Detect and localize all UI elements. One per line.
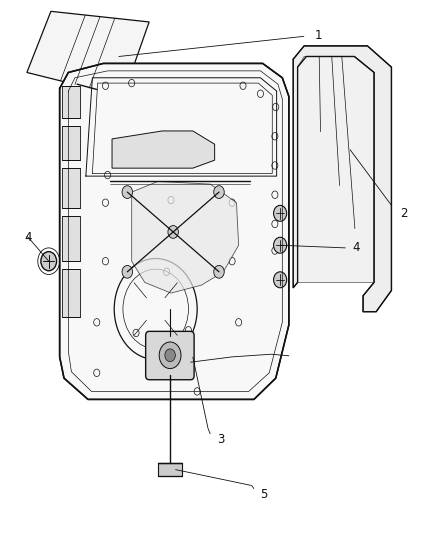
- FancyBboxPatch shape: [146, 332, 194, 379]
- Circle shape: [165, 349, 175, 362]
- Circle shape: [214, 265, 224, 278]
- Text: 3: 3: [217, 433, 224, 446]
- Circle shape: [214, 185, 224, 198]
- Text: 5: 5: [261, 488, 268, 500]
- FancyBboxPatch shape: [62, 269, 80, 317]
- Polygon shape: [60, 63, 289, 399]
- Text: 4: 4: [352, 241, 360, 254]
- Polygon shape: [297, 56, 374, 282]
- FancyBboxPatch shape: [62, 86, 80, 118]
- FancyBboxPatch shape: [77, 81, 94, 90]
- Polygon shape: [27, 11, 149, 96]
- Circle shape: [122, 265, 133, 278]
- FancyBboxPatch shape: [62, 168, 80, 208]
- Circle shape: [168, 225, 178, 238]
- Circle shape: [122, 185, 133, 198]
- Circle shape: [274, 237, 287, 253]
- Circle shape: [274, 205, 287, 221]
- Circle shape: [41, 252, 57, 271]
- FancyBboxPatch shape: [62, 126, 80, 160]
- FancyBboxPatch shape: [158, 463, 182, 477]
- Text: 1: 1: [315, 29, 322, 42]
- Circle shape: [159, 342, 181, 368]
- FancyBboxPatch shape: [62, 216, 80, 261]
- Polygon shape: [132, 181, 239, 293]
- Circle shape: [274, 272, 287, 288]
- Text: 2: 2: [400, 207, 408, 220]
- Text: 4: 4: [25, 231, 32, 244]
- Polygon shape: [112, 131, 215, 168]
- Polygon shape: [293, 46, 392, 312]
